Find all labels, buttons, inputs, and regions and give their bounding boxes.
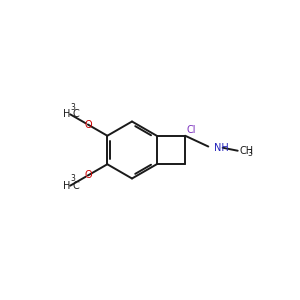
Text: Cl: Cl: [186, 124, 196, 134]
Text: C: C: [73, 109, 79, 119]
Text: CH: CH: [239, 146, 253, 156]
Text: NH: NH: [214, 143, 228, 153]
Text: H: H: [63, 181, 70, 191]
Text: 3: 3: [70, 103, 75, 112]
Text: H: H: [63, 109, 70, 119]
Text: O: O: [84, 170, 92, 181]
Text: 3: 3: [247, 149, 252, 158]
Text: O: O: [84, 119, 92, 130]
Text: 3: 3: [70, 174, 75, 183]
Text: C: C: [73, 181, 79, 191]
